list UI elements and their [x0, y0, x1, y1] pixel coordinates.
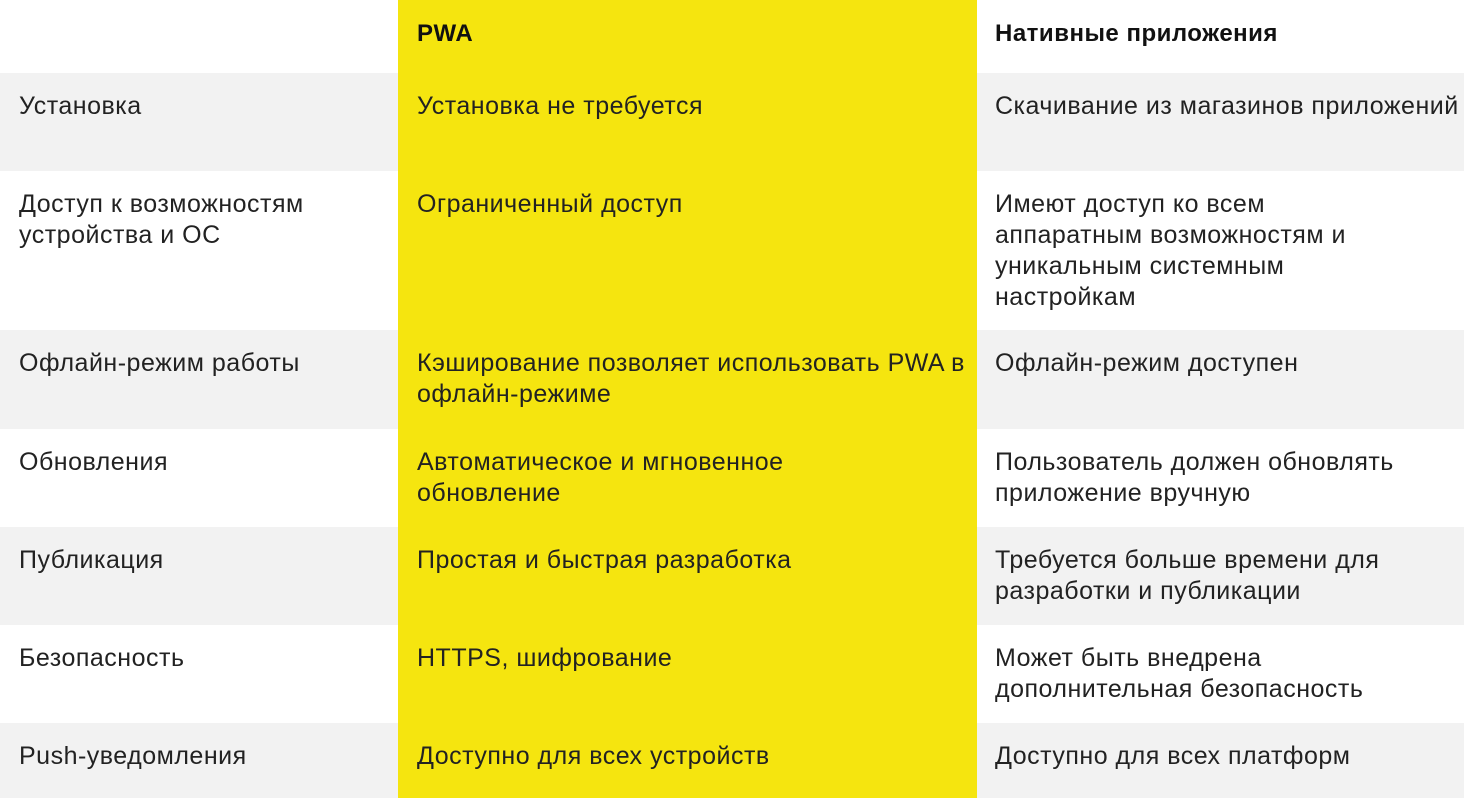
native-cell: Требуется больше времени для разработки … — [995, 546, 1380, 605]
pwa-cell: Доступно для всех устройств — [417, 742, 770, 770]
pwa-column — [398, 0, 977, 798]
feature-cell: Обновления — [19, 448, 168, 476]
feature-cell: Установка — [19, 92, 142, 120]
native-cell: Имеют доступ ко всем аппаратным возможно… — [995, 190, 1346, 311]
header-pwa-text: PWA — [417, 20, 474, 47]
pwa-cell: Установка не требуется — [417, 92, 704, 120]
pwa-cell: HTTPS, шифрование — [417, 644, 673, 672]
header-native: Нативные приложения — [995, 20, 1278, 47]
table-row: Безопасность Может быть внедрена дополни… — [0, 625, 1464, 723]
table-row: Обновления Пользователь должен обновлять… — [0, 429, 1464, 527]
native-cell: Может быть внедрена дополнительная безоп… — [995, 644, 1364, 703]
feature-cell: Доступ к возможностям устройства и ОС — [19, 190, 304, 249]
feature-cell: Безопасность — [19, 644, 185, 672]
table-row: Доступ к возможностям устройства и ОС Им… — [0, 171, 1464, 330]
native-cell: Пользователь должен обновлять приложение… — [995, 448, 1394, 507]
native-cell: Скачивание из магазинов приложений — [995, 92, 1459, 120]
pwa-cell: Ограниченный доступ — [417, 190, 683, 218]
native-cell: Офлайн-режим доступен — [995, 349, 1299, 377]
feature-cell: Публикация — [19, 546, 164, 574]
native-cell: Доступно для всех платформ — [995, 742, 1351, 770]
feature-cell: Push-уведомления — [19, 742, 247, 770]
feature-cell: Офлайн-режим работы — [19, 349, 300, 377]
pwa-cell: Кэширование позволяет использовать PWA в… — [417, 349, 965, 408]
pwa-cell: Простая и быстрая разработка — [417, 546, 792, 574]
table-header: PWA Нативные приложения — [0, 0, 1464, 73]
pwa-cell: Автоматическое и мгновенное обновление — [417, 448, 784, 507]
